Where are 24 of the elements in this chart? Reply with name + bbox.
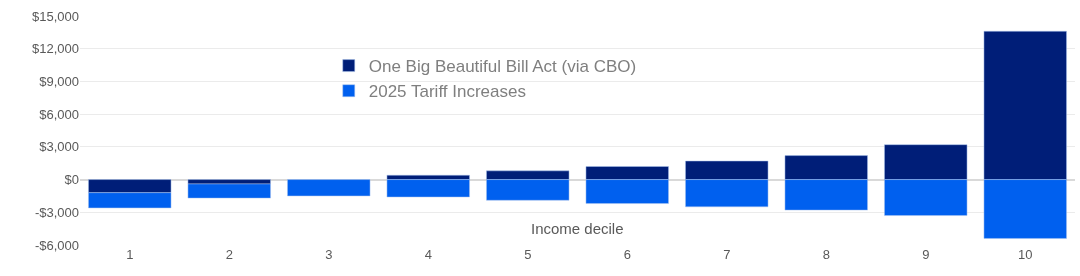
y-tick-label: $3,000: [39, 139, 79, 155]
y-tick-label: -$6,000: [34, 237, 79, 253]
x-tick-label: 5: [524, 247, 532, 262]
bar: [187, 183, 271, 199]
x-tick-label: 7: [723, 247, 731, 262]
y-tick-label: $6,000: [39, 106, 79, 122]
x-tick-label: 1: [126, 247, 134, 262]
x-tick-label: 3: [325, 247, 333, 262]
x-tick-label: 9: [922, 247, 930, 262]
x-tick-label: 10: [1018, 247, 1033, 262]
y-tick-label: $15,000: [32, 8, 79, 24]
y-tick-label: -$3,000: [34, 204, 79, 220]
bar: [386, 179, 470, 198]
y-tick-label: $12,000: [32, 41, 79, 57]
x-tick-label: 2: [225, 247, 233, 262]
legend-label: One Big Beautiful Bill Act (via CBO): [368, 57, 637, 77]
x-axis-title: Income decile: [531, 220, 624, 237]
y-tick-label: $0: [64, 172, 79, 188]
bar: [287, 179, 371, 197]
x-tick-label: 6: [623, 247, 631, 262]
legend-label: 2025 Tariff Increases: [368, 82, 526, 102]
y-tick-label: $9,000: [39, 73, 79, 89]
x-tick-label: 4: [424, 247, 432, 262]
x-tick-label: 8: [822, 247, 830, 262]
